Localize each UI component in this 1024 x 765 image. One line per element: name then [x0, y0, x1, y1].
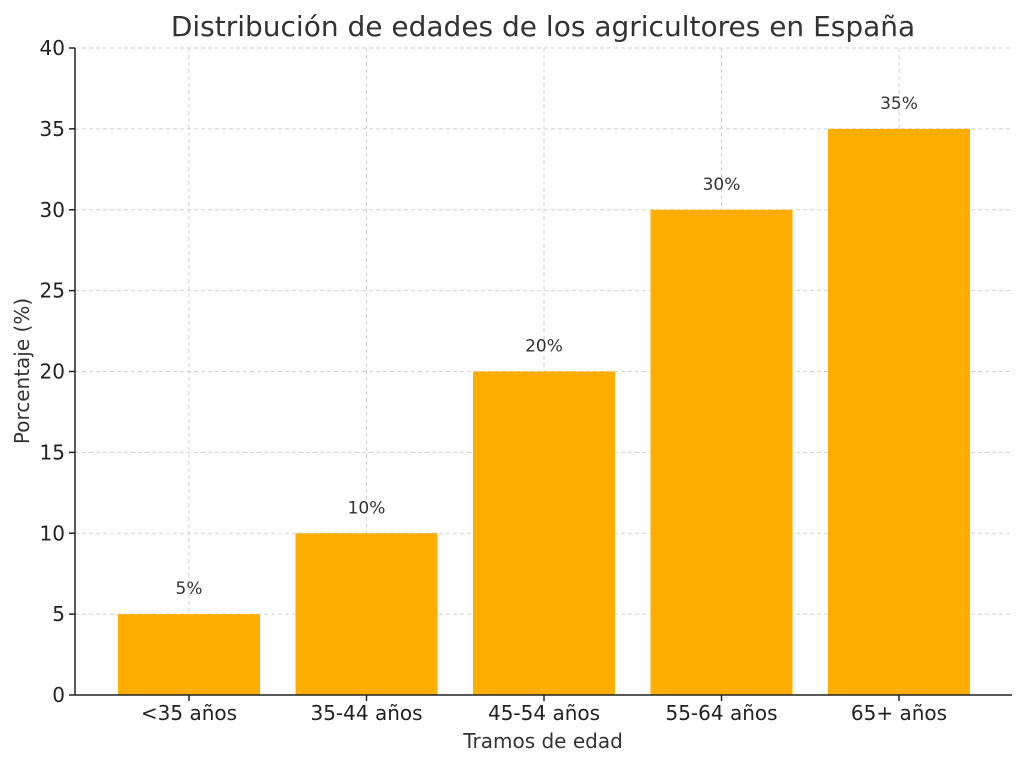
bar-value-label: 30% — [703, 175, 741, 195]
y-tick-label: 35 — [40, 117, 65, 141]
bar-3 — [473, 371, 615, 695]
bars — [118, 128, 970, 695]
axes — [69, 47, 1012, 701]
y-tick-label: 30 — [40, 198, 65, 222]
y-tick-label: 15 — [40, 440, 65, 464]
bar-value-label: 35% — [880, 94, 918, 114]
x-tick-label: 35-44 años — [310, 701, 422, 725]
bar-value-label: 5% — [176, 579, 203, 599]
y-tick-label: 20 — [40, 360, 65, 384]
x-tick-label: 65+ años — [851, 701, 947, 725]
bar-value-label: 10% — [348, 498, 386, 518]
x-tick-label: 45-54 años — [488, 701, 600, 725]
y-axis-label: Porcentaje (%) — [10, 298, 34, 444]
x-tick-label: <35 años — [141, 701, 237, 725]
y-tick-label: 0 — [52, 683, 65, 707]
x-axis-label: Tramos de edad — [462, 729, 623, 753]
bar-1 — [118, 614, 260, 695]
y-tick-label: 10 — [40, 521, 65, 545]
bar-2 — [295, 533, 438, 695]
bar-5 — [828, 128, 970, 695]
bar-4 — [650, 209, 793, 695]
y-tick-label: 5 — [52, 602, 65, 626]
y-tick-label: 40 — [40, 36, 65, 60]
chart-title: Distribución de edades de los agricultor… — [171, 10, 915, 43]
bar-value-label: 20% — [525, 337, 563, 357]
labels: 0 5 10 15 20 25 30 35 40 5% 10% 20% 30% 35% <35 años 35… — [40, 36, 948, 725]
x-tick-label: 55-64 años — [665, 701, 777, 725]
y-tick-label: 25 — [40, 279, 65, 303]
